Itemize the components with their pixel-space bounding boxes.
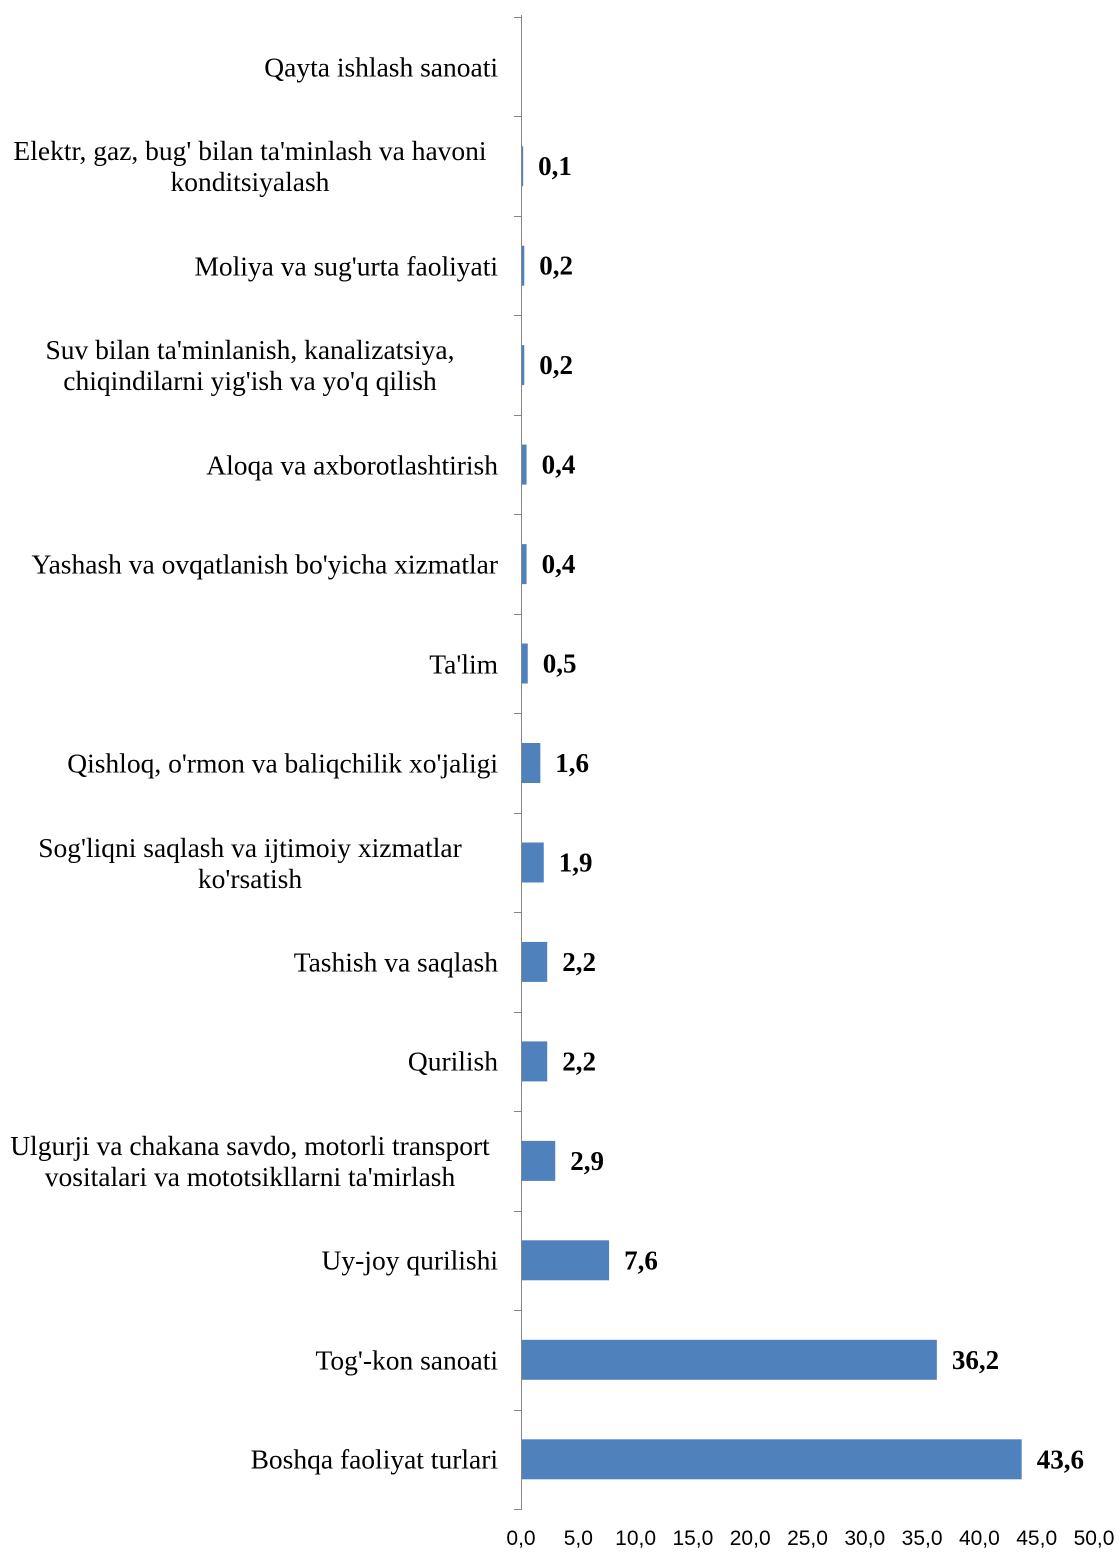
data-label: 2,9 — [570, 1146, 604, 1176]
bar — [522, 1041, 548, 1082]
bar — [522, 643, 528, 684]
x-tick-label: 5,0 — [564, 1527, 593, 1550]
data-label: 0,1 — [538, 151, 572, 181]
category-label: Uy-joy qurilishi — [321, 1244, 498, 1276]
data-label: 1,9 — [559, 848, 593, 878]
bar — [522, 941, 548, 982]
bar — [522, 444, 527, 485]
data-label: 0,5 — [543, 649, 577, 679]
data-label: 7,6 — [624, 1245, 658, 1275]
bar — [522, 1140, 556, 1181]
data-label: 2,2 — [562, 947, 596, 977]
bar — [522, 544, 527, 585]
bar — [522, 743, 541, 783]
category-label: Sog'liqni saqlash va ijtimoiy xizmatlar … — [38, 831, 462, 894]
bar — [522, 842, 544, 883]
category-label: Moliya va sug'urta faoliyati — [194, 250, 498, 282]
data-label: 0,2 — [539, 251, 573, 281]
x-tick-label: 50,0 — [1074, 1527, 1115, 1550]
data-label: 36,2 — [952, 1345, 999, 1375]
bar — [522, 146, 524, 187]
category-label: Ta'lim — [429, 648, 498, 679]
data-label: 0,4 — [542, 549, 576, 579]
bar — [522, 1339, 937, 1380]
data-label: 43,6 — [1037, 1444, 1084, 1474]
data-label: 1,6 — [555, 748, 589, 778]
x-tick-label: 15,0 — [672, 1527, 713, 1550]
data-label: 0,2 — [539, 350, 573, 380]
x-tick-label: 25,0 — [787, 1527, 828, 1550]
x-tick-label: 20,0 — [730, 1527, 771, 1550]
bar — [522, 245, 525, 286]
category-label: Ulgurji va chakana savdo, motorli transp… — [10, 1129, 490, 1192]
bar — [522, 1240, 610, 1281]
x-tick-label: 30,0 — [844, 1527, 885, 1550]
category-label: Yashash va ovqatlanish bo'yicha xizmatla… — [31, 548, 498, 580]
x-tick-label: 35,0 — [902, 1527, 943, 1550]
bar — [522, 1439, 1022, 1480]
category-label: Suv bilan ta'minlanish, kanalizatsiya, c… — [45, 334, 455, 397]
category-label: Tog'-kon sanoati — [315, 1344, 498, 1376]
data-label: 2,2 — [562, 1046, 596, 1076]
x-tick-label: 40,0 — [959, 1527, 1000, 1550]
category-label: Qurilish — [407, 1045, 498, 1077]
x-tick-label: 45,0 — [1016, 1527, 1057, 1550]
x-tick-label: 0,0 — [506, 1527, 535, 1550]
category-label: Qishloq, o'rmon va baliqchilik xo'jaligi — [67, 747, 498, 779]
x-tick-label: 10,0 — [615, 1527, 656, 1550]
category-label: Elektr, gaz, bug' bilan ta'minlash va ha… — [13, 135, 487, 198]
data-label: 0,4 — [542, 450, 576, 480]
bar — [522, 345, 525, 386]
category-label: Boshqa faoliyat turlari — [250, 1443, 498, 1475]
category-label: Qayta ishlash sanoati — [264, 51, 498, 83]
category-label: Aloqa va axborotlashtirish — [206, 449, 498, 481]
category-label: Tashish va saqlash — [293, 946, 498, 978]
